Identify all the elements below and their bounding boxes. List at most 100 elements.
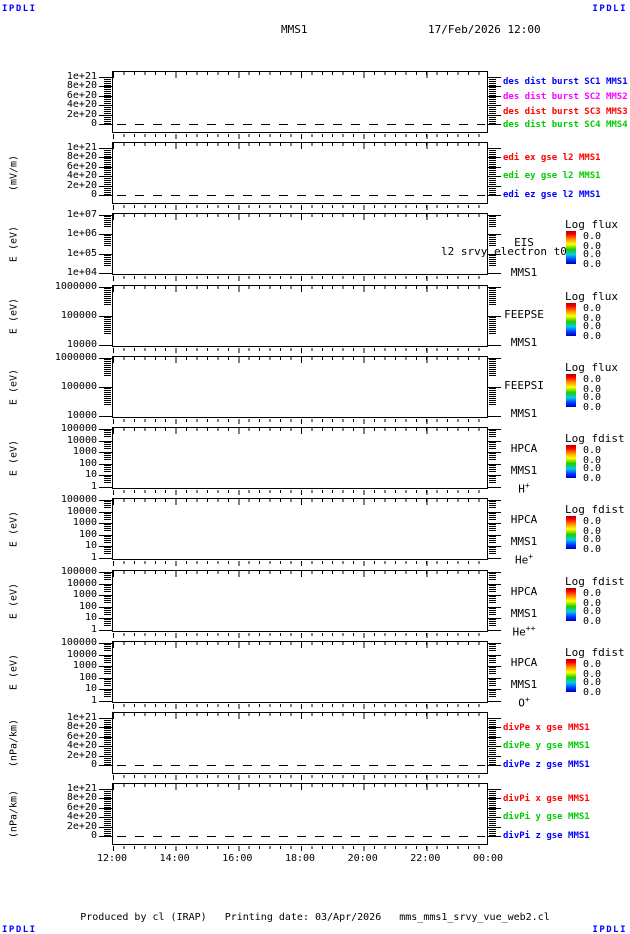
x-major-ticks-top — [113, 713, 487, 719]
y-minor-ticks-right — [489, 547, 496, 554]
plot-area — [112, 783, 488, 845]
legend-item-divpi-0: divPi x gse MMS1 — [503, 794, 590, 804]
y-tick-label: 100000 — [60, 423, 97, 434]
x-major-ticks-bottom — [113, 775, 487, 780]
y-tick-label: 8e+20 — [66, 792, 97, 803]
time-tick-label: 20:00 — [347, 853, 378, 864]
panel-hpca-hepp: E (eV) 100000 10000 1000 100 10 1 HPCA MMS1 He++ L… — [0, 566, 630, 648]
y-major-tick-right — [488, 195, 501, 196]
y-major-tick-left — [99, 358, 112, 359]
panel-hpca-he: E (eV) 100000 10000 1000 100 10 1 HPCA MMS1 He+ Lo… — [0, 494, 630, 576]
y-major-tick-right — [488, 689, 501, 690]
panel-label: MMS1 — [510, 678, 538, 691]
y-minor-ticks-left — [104, 596, 111, 603]
x-major-ticks-top — [113, 214, 487, 220]
y-minor-ticks-left — [104, 317, 111, 335]
y-major-tick-left — [99, 836, 112, 837]
legend-item-des-dist-burst-1: des dist burst SC2 MMS2 — [503, 92, 628, 102]
y-tick-label: 2e+20 — [66, 821, 97, 832]
y-major-tick-right — [488, 464, 501, 465]
legend-item-des-dist-burst-2: des dist burst SC3 MMS3 — [503, 107, 628, 117]
colorbar-tick-value: 0.0 — [583, 331, 602, 342]
colorbar-tick-value: 0.0 — [583, 669, 602, 680]
y-minor-ticks-left — [104, 667, 111, 674]
colorbar-tick-value: 0.0 — [583, 616, 602, 627]
y-tick-label: 0 — [90, 189, 97, 200]
y-major-tick-right — [488, 487, 501, 488]
colorbar-gradient — [566, 231, 576, 264]
x-major-ticks-top — [113, 428, 487, 434]
panel-label: HPCA — [510, 585, 538, 598]
panel-label: FEEPSE — [504, 308, 544, 321]
y-major-tick-left — [99, 452, 112, 453]
colorbar-title: Log flux — [565, 218, 618, 231]
panel-divpi: (nPa/km) 1e+21 8e+20 6e+20 4e+20 2e+20 0 divPi … — [0, 783, 630, 861]
y-major-tick-left — [99, 254, 112, 255]
y-tick-label: 4e+20 — [66, 99, 97, 110]
panel-eis: E (eV) 1e+07 1e+06 1e+05 1e+04 EIS l2 srvy ele… — [0, 210, 630, 291]
colorbar-tick-value: 0.0 — [583, 241, 602, 252]
y-minor-ticks-right — [489, 465, 496, 472]
y-minor-ticks-left — [104, 644, 111, 651]
legend-item-divpe-1: divPe y gse MMS1 — [503, 741, 590, 751]
y-tick-label: 1e+21 — [66, 142, 97, 153]
y-minor-ticks-left — [104, 501, 111, 508]
y-minor-ticks-right — [489, 442, 496, 449]
y-tick-label: 8e+20 — [66, 721, 97, 732]
legend-item-edi-e-gse-1: edi ey gse l2 MMS1 — [503, 171, 601, 181]
y-minor-ticks-right — [489, 255, 496, 267]
y-major-tick-left — [99, 765, 112, 766]
colorbar-tick-value: 0.0 — [583, 463, 602, 474]
y-minor-ticks-right — [489, 513, 496, 520]
plot-area — [112, 641, 488, 703]
y-minor-ticks-left — [104, 359, 111, 377]
y-minor-ticks-right — [489, 718, 496, 765]
y-minor-ticks-left — [104, 679, 111, 686]
y-minor-ticks-right — [489, 608, 496, 615]
y-major-tick-right — [488, 836, 501, 837]
x-major-ticks-top — [113, 571, 487, 577]
colorbar-gradient — [566, 659, 576, 692]
y-minor-ticks-right — [489, 317, 496, 335]
page-title: MMS1 — [281, 23, 308, 36]
y-major-tick-left — [99, 234, 112, 235]
y-major-tick-left — [99, 195, 112, 196]
y-tick-label: 8e+20 — [66, 151, 97, 162]
y-major-tick-right — [488, 500, 501, 501]
y-major-tick-left — [99, 572, 112, 573]
y-tick-label: 100 — [78, 529, 97, 540]
colorbar-tick-value: 0.0 — [583, 606, 602, 617]
y-tick-label: 10000 — [66, 339, 97, 350]
y-major-tick-right — [488, 701, 501, 702]
y-major-tick-right — [488, 316, 501, 317]
y-tick-label: 100000 — [60, 566, 97, 577]
colorbar-tick-value: 0.0 — [583, 588, 602, 599]
y-minor-ticks-left — [104, 619, 111, 626]
colorbar-gradient — [566, 374, 576, 407]
colorbar-tick-value: 0.0 — [583, 402, 602, 413]
y-tick-label: 1 — [90, 624, 97, 635]
colorbar-title: Log fdist — [565, 646, 625, 659]
y-major-tick-right — [488, 655, 501, 656]
panel-label: O+ — [518, 695, 530, 710]
y-tick-label: 100000 — [60, 494, 97, 505]
y-major-tick-right — [488, 254, 501, 255]
panel-hpca-o: E (eV) 100000 10000 1000 100 10 1 HPCA MMS1 O+ Log… — [0, 638, 630, 719]
y-major-tick-right — [488, 535, 501, 536]
y-tick-label: 6e+20 — [66, 90, 97, 101]
colorbar-tick-value: 0.0 — [583, 321, 602, 332]
y-major-tick-right — [488, 572, 501, 573]
colorbar-tick-value: 0.0 — [583, 249, 602, 260]
y-minor-ticks-left — [104, 148, 111, 195]
y-major-tick-left — [99, 546, 112, 547]
y-major-tick-left — [99, 630, 112, 631]
x-major-ticks-top — [113, 357, 487, 363]
y-major-tick-right — [488, 387, 501, 388]
y-minor-ticks-right — [489, 536, 496, 543]
colorbar-tick-value: 0.0 — [583, 526, 602, 537]
y-tick-label: 1e+05 — [66, 248, 97, 259]
plot-area — [112, 356, 488, 418]
colorbar-title: Log flux — [565, 290, 618, 303]
y-minor-ticks-left — [104, 388, 111, 406]
